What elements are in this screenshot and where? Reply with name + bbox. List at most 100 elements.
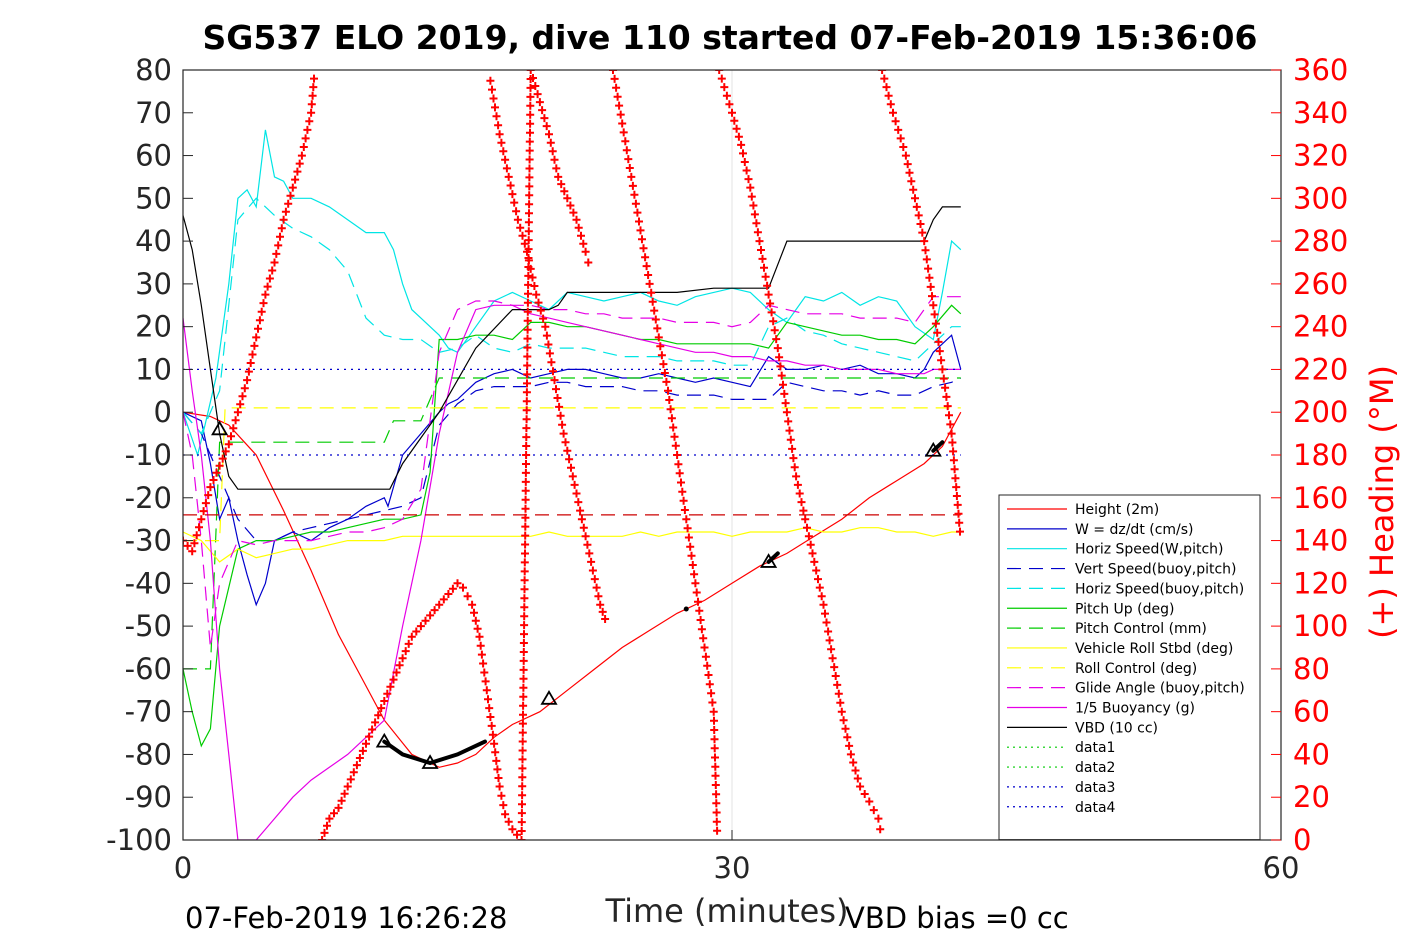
heading-point [532, 290, 541, 299]
heading-point [935, 347, 944, 356]
heading-point [670, 432, 679, 441]
heading-point [352, 761, 361, 770]
triangle-marker-1 [375, 732, 393, 748]
thick-segment-1 [766, 551, 780, 564]
series-line-7 [183, 527, 961, 563]
heading-point [621, 137, 630, 146]
heading-point [683, 524, 692, 533]
y-tick-label: -50 [125, 609, 172, 643]
heading-point [519, 648, 528, 656]
heading-point [942, 392, 951, 401]
heading-point [330, 809, 338, 818]
heading-point [539, 314, 548, 323]
heading-point [922, 255, 931, 264]
heading-point [775, 353, 784, 362]
heading-point [691, 579, 700, 588]
heading-point [320, 828, 329, 837]
heading-point [518, 719, 527, 728]
heading-point [481, 677, 490, 686]
heading-point [657, 351, 666, 360]
heading-point [521, 513, 530, 522]
heading-point [574, 498, 583, 507]
heading-point [886, 100, 895, 109]
heading-point [772, 335, 781, 344]
heading-point [404, 639, 413, 648]
heading-point [752, 219, 761, 228]
y-tick-label: -30 [125, 524, 172, 558]
axes: 80706050403020100-10-20-30-40-50-60-70-8… [106, 53, 1348, 885]
heading-point [284, 199, 293, 208]
y-right-tick-label: 60 [1293, 695, 1330, 729]
y-tick-label: -90 [125, 780, 172, 814]
heading-point [642, 262, 651, 271]
legend-entry-label: data3 [1075, 780, 1115, 796]
heading-point [674, 460, 683, 469]
legend: Height (2m) W = dz/dt (cm/s) Horiz Speed(W… [998, 494, 1261, 841]
legend-entry-label: Horiz Speed(W,pitch) [1075, 542, 1223, 558]
heading-point [521, 504, 530, 513]
legend-entry-label: 1/5 Buoyancy (g) [1075, 701, 1195, 717]
heading-point [682, 515, 691, 524]
heading-point [950, 465, 959, 474]
chart-title: SG537 ELO 2019, dive 110 started 07-Feb-… [203, 18, 1258, 57]
heading-point [712, 817, 721, 826]
heading-point [233, 408, 242, 417]
heading-point [694, 597, 702, 606]
heading-point [667, 414, 676, 423]
heading-point [615, 101, 624, 110]
heading-point [525, 191, 534, 200]
y-right-tick-label: 20 [1293, 780, 1330, 814]
heading-point [492, 112, 501, 121]
heading-point [523, 298, 532, 307]
heading-point [590, 575, 599, 584]
heading-point [710, 726, 719, 734]
heading-point [638, 235, 646, 244]
legend-entry-label: Horiz Speed(buoy,pitch) [1075, 581, 1244, 597]
heading-point [550, 155, 559, 164]
heading-point [261, 290, 270, 299]
heading-point [577, 515, 586, 524]
heading-point [717, 74, 726, 83]
heading-point [680, 506, 689, 514]
heading-point [519, 683, 528, 692]
heading-point [814, 575, 822, 584]
heading-point [490, 739, 499, 748]
heading-point [744, 175, 753, 184]
heading-point [355, 754, 364, 762]
dot-marker-0 [683, 606, 689, 612]
heading-point [395, 661, 404, 670]
heading-point [488, 730, 497, 739]
heading-point [297, 151, 306, 160]
heading-point [889, 108, 897, 117]
heading-point [770, 326, 779, 335]
heading-point [601, 615, 610, 623]
heading-point [525, 200, 534, 209]
heading-point [882, 83, 891, 92]
heading-point [825, 636, 834, 645]
legend-entry-label: Vert Speed(buoy,pitch) [1075, 562, 1237, 578]
heading-point [901, 151, 910, 160]
heading-point [407, 632, 416, 641]
heading-point [821, 609, 829, 618]
y-right-tick-label: 300 [1293, 181, 1348, 215]
heading-point [523, 379, 531, 388]
heading-point [343, 782, 352, 791]
heading-point [653, 324, 662, 333]
heading-point [660, 369, 669, 377]
heading-point [371, 718, 380, 727]
heading-point [755, 237, 764, 246]
heading-point [250, 341, 259, 350]
heading-point [633, 208, 642, 217]
heading-point [231, 416, 240, 425]
heading-point [513, 830, 521, 839]
heading-point [659, 360, 668, 369]
y-right-tick-label: 260 [1293, 267, 1348, 301]
heading-point [622, 146, 631, 155]
heading-point [618, 119, 627, 128]
series-line-10 [183, 304, 961, 840]
heading-point [412, 627, 421, 636]
heading-point [310, 74, 318, 83]
heading-point [677, 478, 685, 487]
heading-point [545, 349, 554, 358]
heading-point [876, 825, 885, 834]
